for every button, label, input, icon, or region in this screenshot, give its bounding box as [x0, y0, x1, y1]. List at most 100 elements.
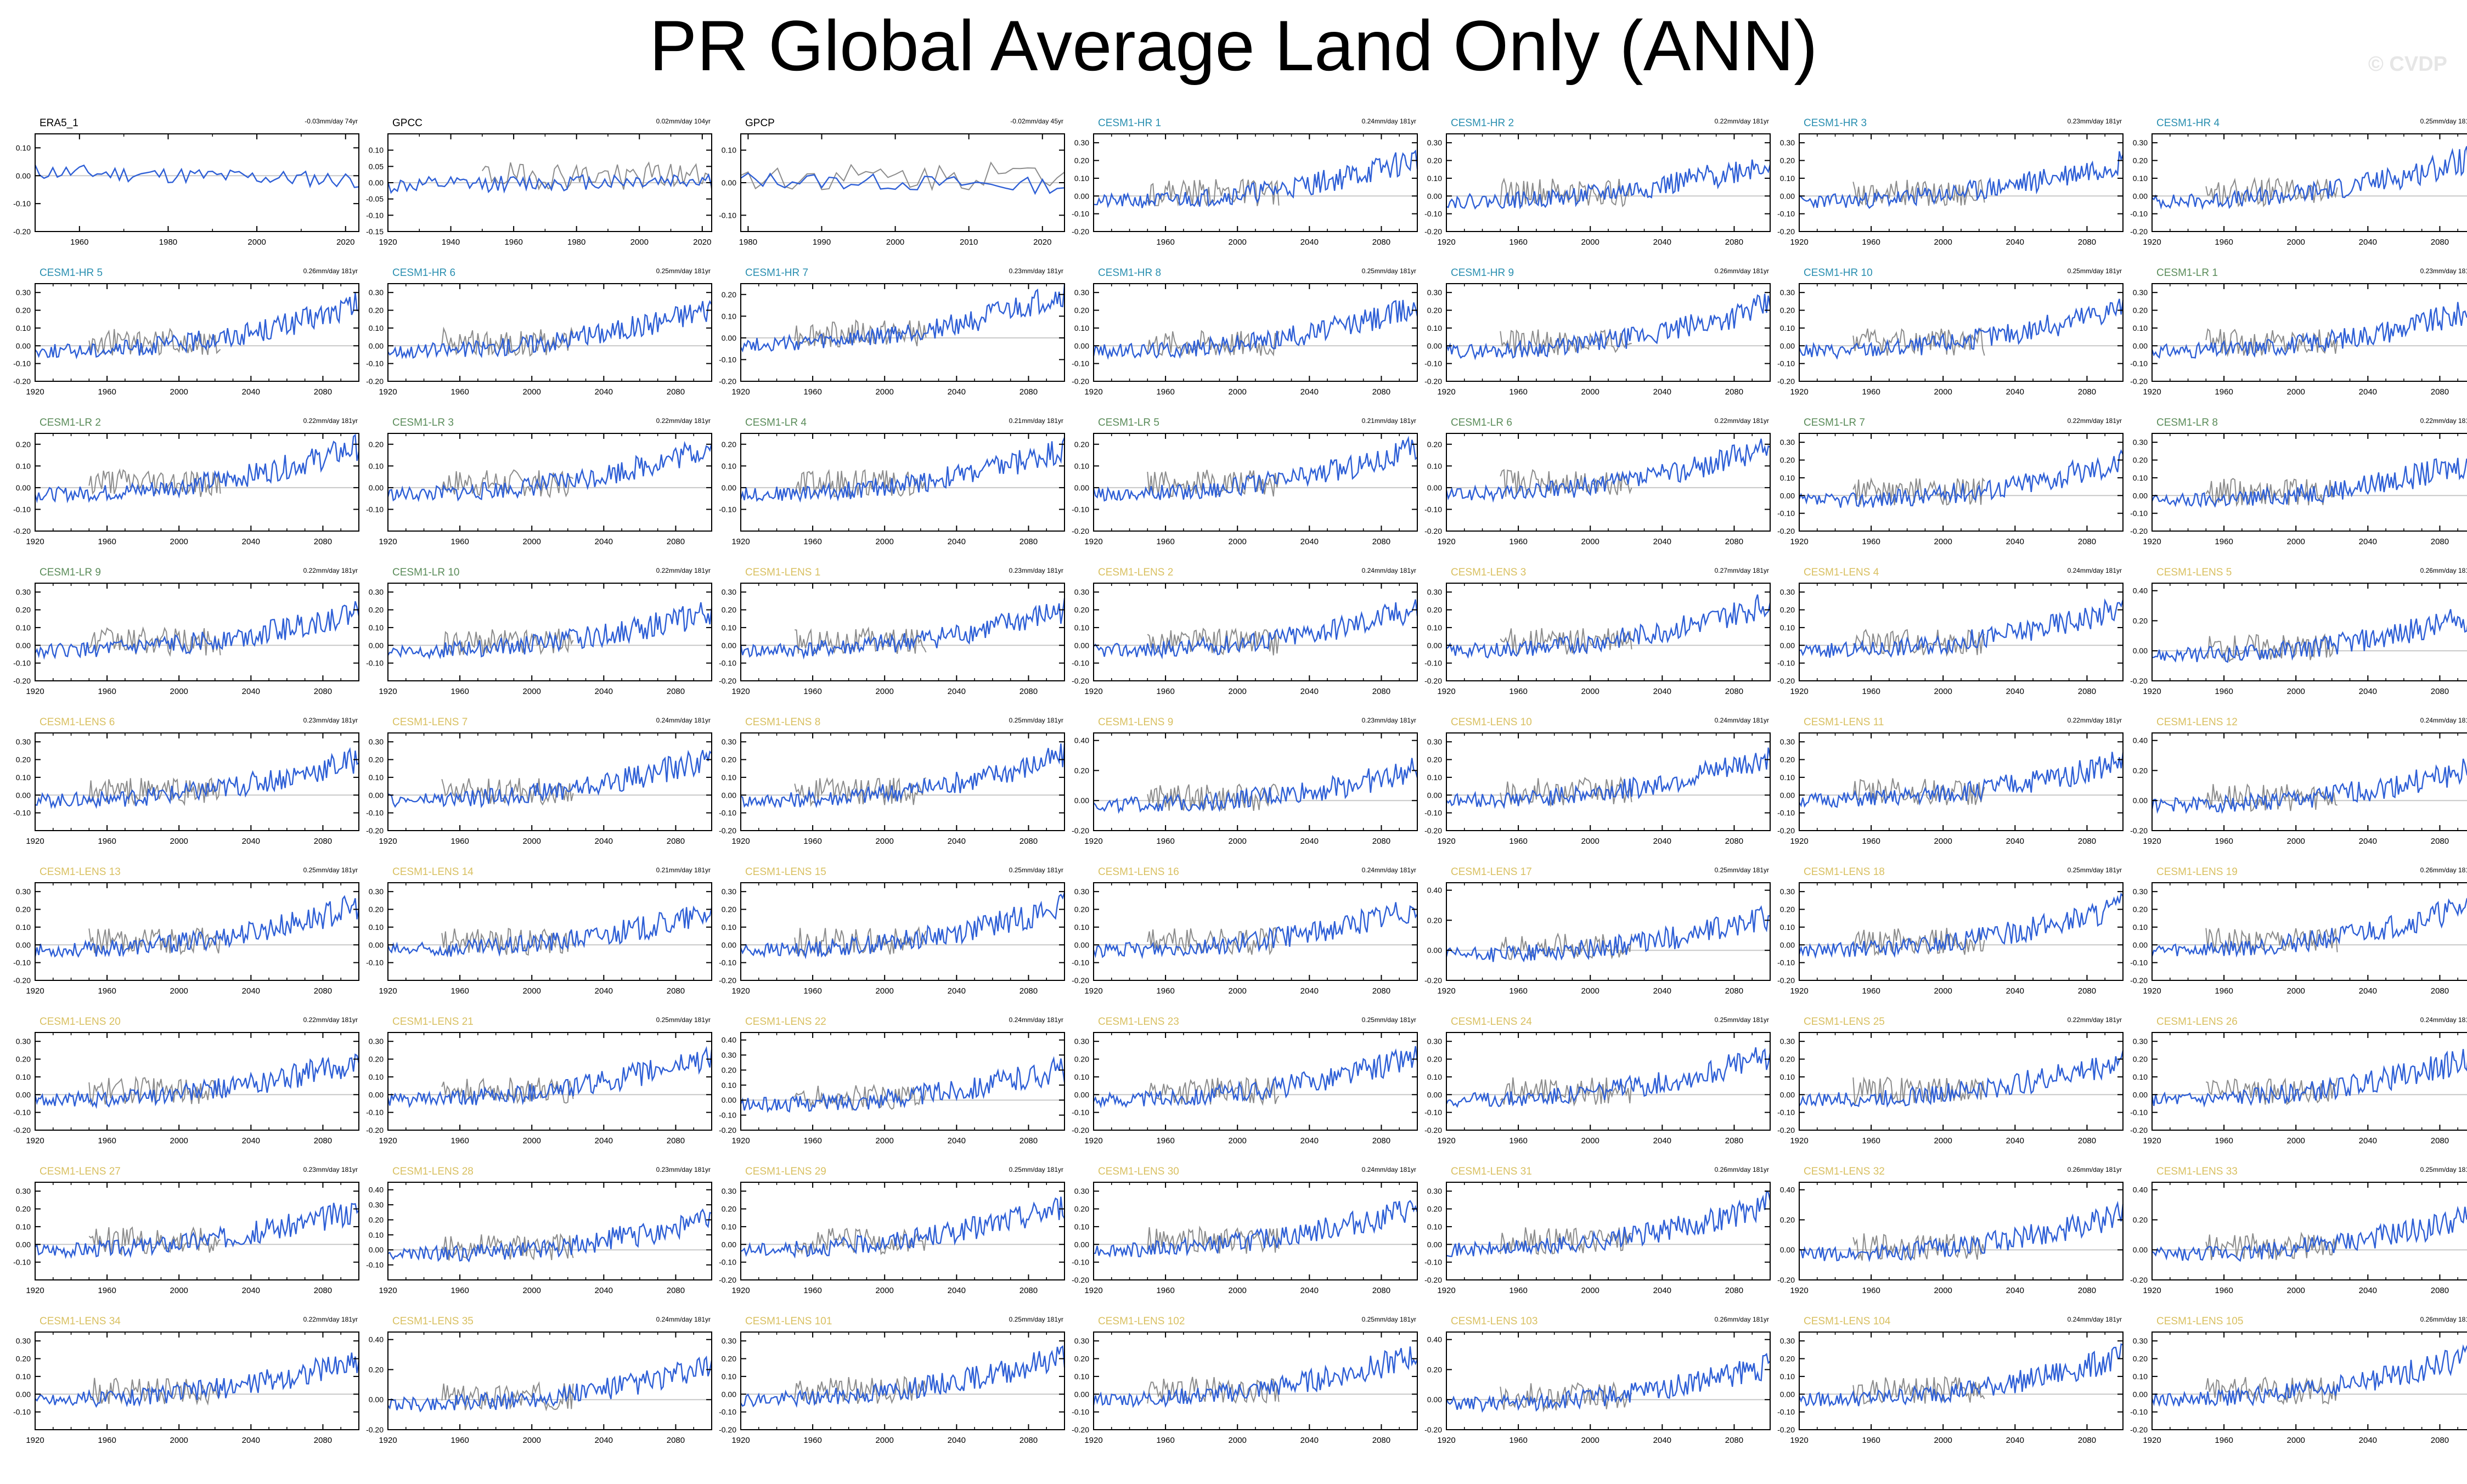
plot-frame	[1093, 1331, 1418, 1430]
panel-trend-label: 0.23mm/day 181yr	[2420, 267, 2467, 275]
panel-plot: 1920 1960 2000 2040 2080 -0.20 -0.10 0.00 0.10 0.…	[1424, 1182, 1771, 1295]
x-tick-label: 2040	[595, 537, 613, 546]
y-tick-label: -0.10	[1424, 505, 1442, 514]
panel-trend-label: 0.26mm/day 181yr	[1714, 1316, 1769, 1323]
x-tick-label: 2040	[2359, 1286, 2377, 1295]
x-tick-label: 2040	[2359, 238, 2377, 247]
x-tick-label: 2080	[1372, 1286, 1390, 1295]
x-tick-label: 2000	[523, 537, 541, 546]
x-tick-label: 1920	[1790, 238, 1808, 247]
panel-title: CESM1-LENS 6	[40, 716, 115, 728]
panel-trend-label: 0.23mm/day 181yr	[303, 716, 358, 724]
y-tick-label: 0.00	[2133, 646, 2148, 655]
y-tick-label: -0.20	[2130, 227, 2148, 236]
x-tick-label: 1960	[450, 837, 469, 846]
y-tick-label: 0.20	[1780, 755, 1795, 764]
y-tick-label: 0.40	[1427, 886, 1442, 895]
reference-series-line	[1852, 1376, 1985, 1404]
x-tick-label: 1960	[1509, 837, 1527, 846]
model-series-line	[2151, 1049, 2467, 1108]
chart-panel: CESM1-LR 10 0.22mm/day 181yr 1920 1960 2000 2…	[363, 567, 715, 701]
model-series-line	[35, 1352, 360, 1408]
model-series-line	[2151, 609, 2467, 663]
x-tick-label: 2000	[1581, 986, 1599, 996]
panel-title: CESM1-LENS 13	[40, 866, 121, 878]
model-series-line	[1092, 436, 1418, 502]
panel-plot: 1920 1960 2000 2040 2080 -0.20 -0.10 0.00 0.10 0.…	[13, 433, 360, 546]
y-tick-label: 0.00	[369, 341, 384, 350]
reference-series-line	[1852, 928, 1985, 956]
y-tick-label: -0.20	[719, 976, 736, 985]
chart-panel: CESM1-LENS 103 0.26mm/day 181yr 1920 1960 20…	[1421, 1316, 1773, 1449]
panel-title: CESM1-HR 7	[745, 267, 809, 279]
plot-frame	[35, 283, 359, 382]
x-tick-label: 1920	[1437, 1136, 1455, 1146]
model-series-line	[35, 1203, 359, 1259]
y-tick-label: -0.20	[1424, 1425, 1442, 1434]
panel-plot: 1920 1960 2000 2040 2080 -0.20 -0.10 0.00 0.10 0.…	[1424, 583, 1771, 696]
y-tick-label: 0.10	[2133, 473, 2148, 482]
y-tick-label: 0.30	[369, 737, 384, 746]
x-tick-label: 2080	[2431, 1286, 2449, 1295]
x-tick-label: 1960	[2215, 537, 2233, 546]
panel-trend-label: 0.24mm/day 181yr	[1361, 117, 1416, 125]
y-tick-label: -0.10	[1777, 210, 1795, 218]
panel-title: CESM1-LENS 29	[745, 1166, 826, 1177]
chart-panel: CESM1-HR 6 0.25mm/day 181yr 1920 1960 2000 20…	[363, 267, 715, 401]
model-series-line	[34, 601, 360, 660]
panel-plot: 1920 1960 2000 2040 2080 -0.20 0.00 0.20 0.40	[1072, 732, 1418, 846]
x-tick-label: 2000	[876, 1286, 894, 1295]
chart-panel: CESM1-LENS 102 0.25mm/day 181yr 1920 1960 20…	[1068, 1316, 1421, 1449]
plot-frame	[35, 732, 359, 831]
panel-trend-label: 0.25mm/day 181yr	[656, 1016, 711, 1024]
panel-plot: 1920 1960 2000 2040 2080 -0.20 -0.10 0.00 0.10 0.…	[719, 882, 1066, 996]
y-tick-label: 0.20	[369, 1215, 384, 1224]
y-tick-label: 0.00	[1780, 1090, 1795, 1099]
x-tick-label: 1920	[1084, 1286, 1102, 1295]
x-tick-label: 2080	[2078, 537, 2096, 546]
chart-panel: CESM1-LENS 23 0.25mm/day 181yr 1920 1960 200…	[1068, 1016, 1421, 1150]
x-tick-label: 1920	[1790, 537, 1808, 546]
x-tick-label: 2080	[667, 1136, 685, 1146]
panel-plot: 1920 1960 2000 2040 2080 -0.20 -0.10 0.00 0.10 0.…	[1424, 283, 1771, 397]
x-tick-label: 1960	[1509, 238, 1527, 247]
chart-panel: ERA5_1 -0.03mm/day 74yr 1960 1980 2000 2020 -0…	[10, 117, 362, 251]
y-tick-label: 0.30	[722, 588, 736, 596]
x-tick-label: 2000	[1581, 537, 1599, 546]
reference-series-line	[441, 928, 574, 956]
y-tick-label: 0.10	[722, 146, 736, 155]
y-tick-label: 0.00	[16, 1240, 31, 1249]
y-tick-label: -0.20	[366, 1425, 384, 1434]
chart-panel: CESM1-LENS 28 0.23mm/day 181yr 1920 1960 200…	[363, 1166, 715, 1300]
x-tick-label: 2000	[1229, 986, 1247, 996]
panel-plot: 1920 1960 2000 2040 2080 -0.10 0.00 0.10 0.20 0.3…	[13, 1331, 360, 1445]
y-tick-label: 0.10	[722, 1222, 736, 1231]
panel-trend-label: 0.24mm/day 181yr	[1714, 716, 1769, 724]
x-tick-label: 2080	[2431, 986, 2449, 996]
panel-trend-label: 0.22mm/day 181yr	[303, 417, 358, 425]
x-tick-label: 1920	[1437, 238, 1455, 247]
x-tick-label: 2040	[1300, 1136, 1319, 1146]
x-tick-label: 1920	[26, 986, 44, 996]
model-series-line	[1093, 758, 1418, 814]
panel-title: CESM1-LENS 101	[745, 1316, 832, 1327]
plot-frame	[2151, 882, 2467, 981]
panel-trend-label: 0.25mm/day 181yr	[2067, 267, 2122, 275]
y-tick-label: 0.00	[1427, 946, 1442, 955]
y-tick-label: -0.20	[2130, 676, 2148, 685]
x-tick-label: 2040	[242, 387, 260, 397]
panel-plot: 1920 1960 2000 2040 2080 -0.20 -0.10 0.00 0.10 0.…	[1072, 433, 1418, 546]
y-tick-label: 0.00	[1780, 191, 1795, 200]
y-tick-label: 0.10	[2133, 1073, 2148, 1081]
panel-plot: 1920 1960 2000 2040 2080 -0.20 0.00 0.20 0.40	[366, 1331, 713, 1445]
model-series-line	[740, 743, 1066, 809]
x-tick-label: 1960	[1862, 1436, 1880, 1445]
plot-frame	[2151, 1331, 2467, 1430]
y-tick-label: 0.10	[722, 1081, 736, 1090]
x-tick-label: 2000	[1581, 687, 1599, 696]
panel-title: CESM1-LENS 11	[1804, 716, 1884, 728]
x-tick-label: 2000	[1934, 1436, 1952, 1445]
x-tick-label: 2040	[2006, 238, 2024, 247]
y-tick-label: -0.10	[13, 199, 31, 208]
y-tick-label: -0.20	[13, 976, 31, 985]
